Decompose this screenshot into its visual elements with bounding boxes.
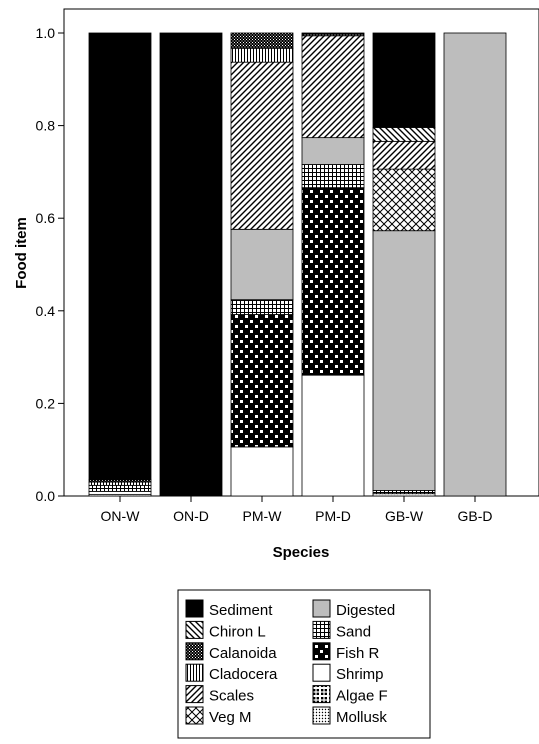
legend-swatch-cladocera xyxy=(185,663,204,682)
bar-stack-pm-w xyxy=(230,32,294,497)
legend-label-chiron-l: Chiron L xyxy=(209,623,266,640)
bar-segment-pm-w-cladocera xyxy=(230,47,294,63)
bar-segment-pm-d-fish-r xyxy=(301,187,365,376)
legend-label-fish-r: Fish R xyxy=(336,645,380,662)
legend-swatch-sand xyxy=(312,620,331,639)
y-tick-label: 0.0 xyxy=(36,488,56,504)
bar-segment-on-d-sediment xyxy=(159,32,223,497)
x-tick-label: GB-D xyxy=(458,508,493,524)
legend-swatch-digested xyxy=(312,599,331,618)
legend-label-digested: Digested xyxy=(336,602,395,619)
bar-segment-gb-w-sediment xyxy=(372,32,436,128)
bar-segment-pm-w-calanoida xyxy=(230,32,294,49)
bar-segment-pm-d-sand xyxy=(301,164,365,189)
legend-label-scales: Scales xyxy=(209,688,254,705)
legend-label-sand: Sand xyxy=(336,623,371,640)
legend-swatch-fish-r xyxy=(312,642,331,661)
bar-segment-pm-d-digested xyxy=(301,137,365,165)
legend-label-sediment: Sediment xyxy=(209,602,273,619)
legend-frame xyxy=(177,589,431,739)
legend-swatch-calanoida xyxy=(185,642,204,661)
x-tick-label: GB-W xyxy=(385,508,424,524)
bar-segment-gb-w-scales xyxy=(372,140,436,170)
legend-label-algae-f: Algae F xyxy=(336,688,388,705)
x-tick-label: ON-D xyxy=(173,508,209,524)
x-tick-label: ON-W xyxy=(101,508,141,524)
bar-segment-on-w-sediment xyxy=(88,32,152,481)
legend-swatch-mollusk xyxy=(312,706,331,725)
y-axis-title: Food item xyxy=(13,217,30,289)
y-axis: 0.0 0.2 0.4 0.6 0.8 1.0 xyxy=(36,25,64,504)
bar-segment-pm-w-fish-r xyxy=(230,314,294,448)
x-tick-label: PM-D xyxy=(315,508,351,524)
legend-swatch-chiron-l xyxy=(185,620,204,639)
y-tick-label: 1.0 xyxy=(36,25,56,41)
bar-segment-on-w-cladocera xyxy=(88,481,152,486)
bar-stack-on-d xyxy=(159,32,223,497)
bar-segment-pm-w-scales xyxy=(230,61,294,230)
bar-segment-gb-w-veg-m xyxy=(372,168,436,232)
legend-swatch-sediment xyxy=(185,599,204,618)
legend-label-veg-m: Veg M xyxy=(209,709,252,726)
bar-segment-pm-d-shrimp xyxy=(301,374,365,497)
bar-stack-on-w xyxy=(88,32,152,497)
legend-label-shrimp: Shrimp xyxy=(336,666,384,683)
x-axis: ON-W ON-D PM-W PM-D GB-W GB-D xyxy=(101,496,493,524)
y-tick-label: 0.6 xyxy=(36,210,56,226)
y-tick-label: 0.8 xyxy=(36,118,56,134)
bar-segment-pm-w-sand xyxy=(230,299,294,315)
bar-segment-gb-w-digested xyxy=(372,230,436,491)
bar-segment-pm-w-shrimp xyxy=(230,446,294,497)
bar-stack-pm-d xyxy=(301,32,365,497)
legend-swatch-scales xyxy=(185,685,204,704)
legend-label-cladocera: Cladocera xyxy=(209,666,278,683)
bar-stack-gb-w xyxy=(372,32,436,497)
bars xyxy=(88,32,507,497)
legend-label-calanoida: Calanoida xyxy=(209,645,277,662)
bar-segment-gb-w-chiron-l xyxy=(372,127,436,142)
plot-frame xyxy=(63,8,539,497)
legend-label-mollusk: Mollusk xyxy=(336,709,387,726)
bar-segment-pm-d-scales xyxy=(301,35,365,139)
x-axis-title: Species xyxy=(273,544,330,561)
bar-segment-gb-d-digested xyxy=(443,32,507,497)
legend: Sediment Digested Chiron L Sand Calanoida Fis… xyxy=(177,589,431,739)
x-tick-label: PM-W xyxy=(243,508,283,524)
legend-swatch-algae-f xyxy=(312,685,331,704)
bar-segment-on-w-sand xyxy=(88,484,152,492)
bar-stack-gb-d xyxy=(443,32,507,497)
bar-segment-pm-w-digested xyxy=(230,228,294,301)
legend-swatch-veg-m xyxy=(185,706,204,725)
bar-segment-on-w-shrimp xyxy=(88,490,152,496)
legend-swatch-shrimp xyxy=(312,663,331,682)
bar-segment-gb-w-sand xyxy=(372,490,436,495)
bar-segment-pm-d-sediment xyxy=(301,32,365,35)
y-tick-label: 0.4 xyxy=(36,303,56,319)
y-tick-label: 0.2 xyxy=(36,395,56,411)
